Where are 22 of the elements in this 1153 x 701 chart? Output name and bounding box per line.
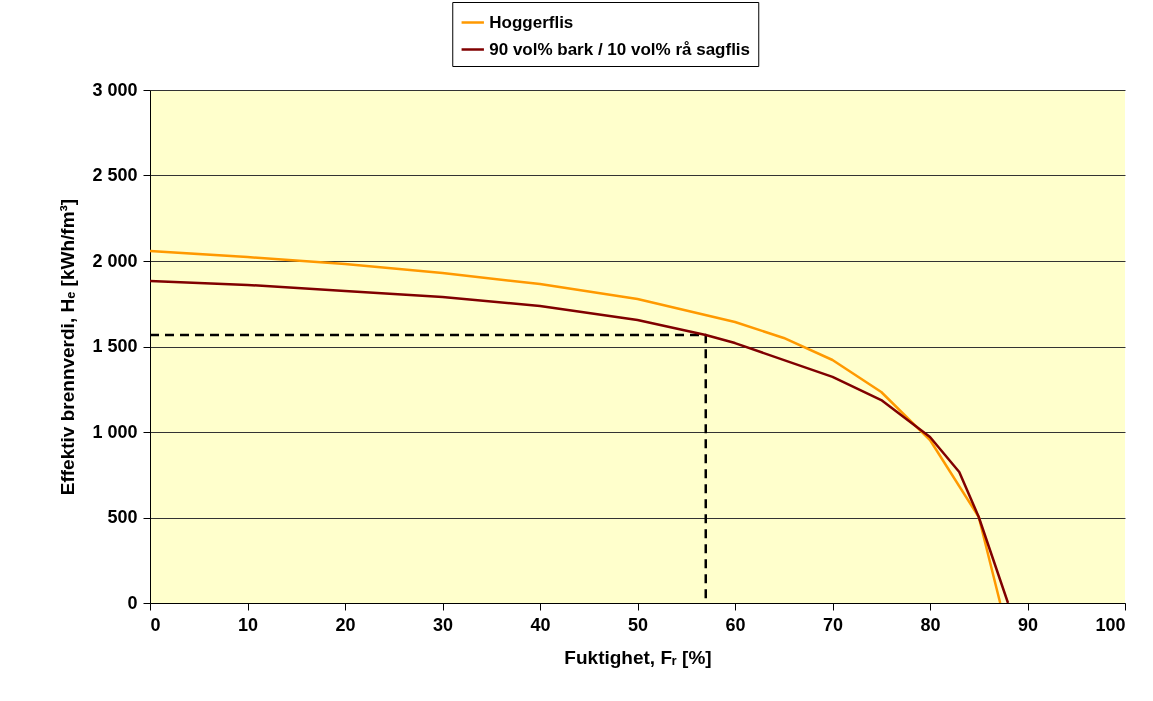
x-tick-label: 20 <box>335 614 356 635</box>
y-tick-label: 0 <box>127 592 138 613</box>
y-axis-title: Effektiv brennverdi, Hₑ [kWh/fm³] <box>57 198 79 496</box>
x-tick-label: 90 <box>1017 614 1039 635</box>
y-tick-label: 2 500 <box>92 165 138 185</box>
legend-label: Hoggerflis <box>489 12 574 32</box>
legend-label: 90 vol% bark / 10 vol% rå sagflis <box>489 39 751 59</box>
x-axis-title: Fuktighet, Fᵣ [%] <box>564 646 712 668</box>
y-tick-label: 3 000 <box>92 79 138 100</box>
y-tick-label: 500 <box>107 507 138 527</box>
y-tick-label: 1 500 <box>92 336 138 356</box>
y-tick-label: 1 000 <box>92 421 138 442</box>
x-tick-label: 40 <box>530 614 551 635</box>
x-tick-label: 100 <box>1095 614 1126 635</box>
x-tick-label: 50 <box>627 614 649 635</box>
y-tick-label: 2 000 <box>92 250 138 271</box>
x-tick-label: 80 <box>920 614 941 635</box>
x-tick-label: 10 <box>237 614 259 635</box>
x-tick-label: 30 <box>432 614 454 635</box>
x-tick-label: 0 <box>150 614 161 635</box>
x-tick-label: 70 <box>822 614 844 635</box>
x-tick-label: 60 <box>725 614 746 635</box>
